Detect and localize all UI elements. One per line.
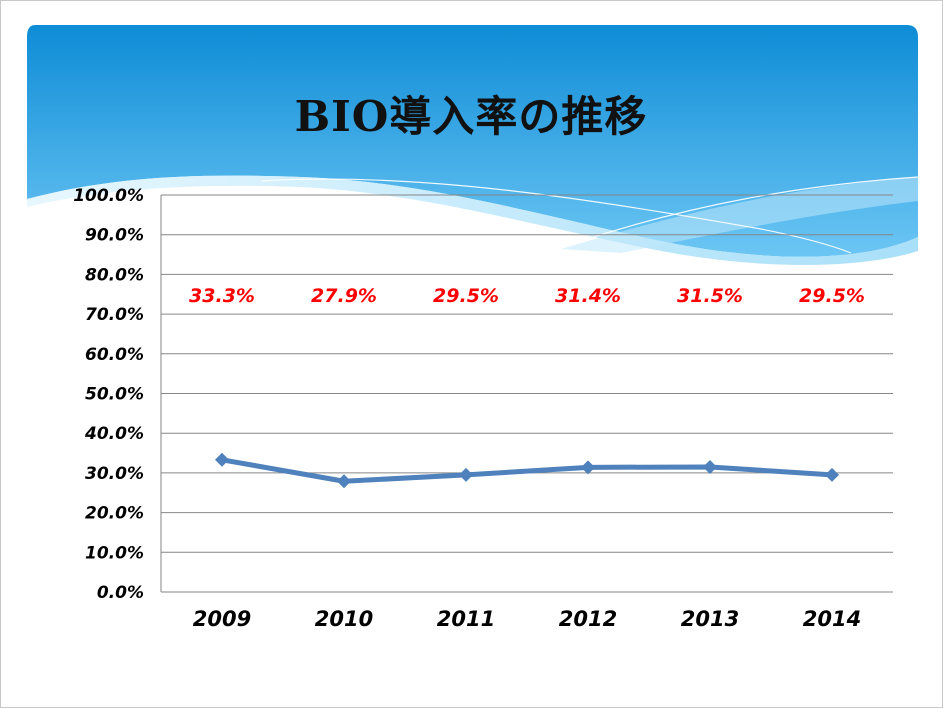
x-axis-category-labels: 2009 2010 2011 2012 2013 2014 [193,607,861,631]
y-tick-label: 60.0% [85,345,144,365]
data-point-marker [825,467,839,482]
data-point-marker [581,460,595,475]
y-tick-label: 20.0% [85,504,144,524]
header-wave-line-1 [260,178,852,254]
data-label: 31.4% [555,285,621,307]
x-category-label: 2011 [437,607,495,631]
header-wave-line-2 [580,176,919,242]
x-category-label: 2014 [803,607,861,631]
y-tick-label: 10.0% [85,543,144,563]
y-axis-tick-labels: 0.0% 10.0% 20.0% 30.0% 40.0% 50.0% 60.0% 70.0% 8… [73,186,144,603]
data-label: 31.5% [677,285,743,307]
header-band [27,25,918,257]
y-tick-label: 40.0% [84,424,144,444]
data-label: 33.3% [189,285,255,307]
data-point-marker [215,452,229,467]
x-category-label: 2009 [193,607,251,631]
y-tick-label: 80.0% [85,265,144,285]
x-category-label: 2010 [315,607,373,631]
y-tick-label: 100.0% [73,186,144,206]
y-tick-label: 70.0% [85,305,144,325]
grid-lines [161,194,893,553]
data-labels: 33.3% 27.9% 29.5% 31.4% 31.5% 29.5% [189,285,865,307]
y-tick-label: 50.0% [85,385,144,405]
data-point-marker [703,459,717,474]
header-wave-accent [561,177,918,253]
y-tick-label: 0.0% [97,583,144,603]
data-label: 27.9% [311,285,377,307]
series [215,452,839,489]
data-point-marker [337,474,351,489]
slide-title: BIO導入率の推移 [294,92,648,141]
x-category-label: 2013 [681,607,739,631]
series-line [219,457,835,484]
data-label: 29.5% [433,285,499,307]
x-category-label: 2012 [559,607,617,631]
data-label: 29.5% [799,285,865,307]
header-wave-light [27,175,918,265]
y-tick-label: 90.0% [85,226,144,246]
y-tick-label: 30.0% [85,464,144,484]
data-point-marker [459,467,473,482]
axes [160,195,893,593]
